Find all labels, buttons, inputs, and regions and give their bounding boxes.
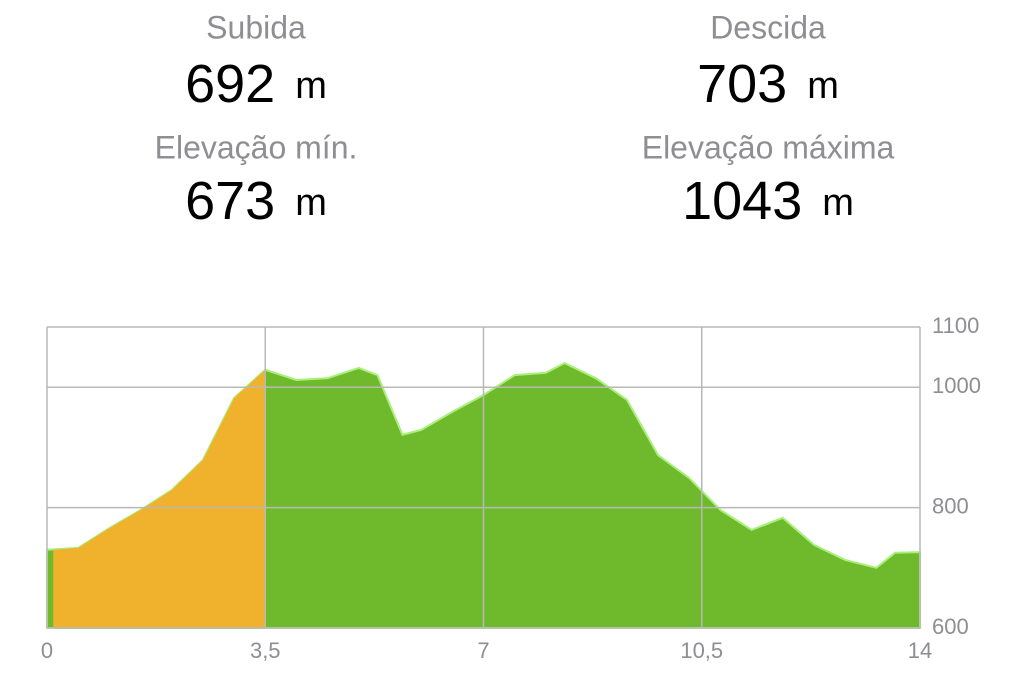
x-tick-label: 10,5 bbox=[680, 638, 723, 663]
y-tick-label: 800 bbox=[932, 493, 969, 518]
y-tick-label: 600 bbox=[932, 614, 969, 639]
stat-number: 1043 bbox=[682, 171, 802, 231]
y-tick-label: 1000 bbox=[932, 373, 981, 398]
stat-value: 692 m bbox=[185, 54, 327, 114]
elevation-area bbox=[53, 369, 266, 628]
y-tick-label: 1100 bbox=[932, 313, 979, 338]
x-tick-label: 3,5 bbox=[250, 638, 281, 663]
stat-number: 673 bbox=[185, 171, 275, 231]
stat-unit: m bbox=[295, 182, 327, 224]
stat-label: Subida bbox=[206, 9, 306, 45]
stat-label: Descida bbox=[710, 9, 826, 45]
stat-unit: m bbox=[807, 65, 839, 107]
x-tick-label: 14 bbox=[908, 638, 932, 663]
stat-value: 703 m bbox=[697, 54, 839, 114]
stat-number: 692 bbox=[185, 54, 275, 114]
stat-label: Elevação máxima bbox=[642, 129, 895, 165]
x-tick-label: 7 bbox=[477, 638, 489, 663]
stat-value: 673 m bbox=[185, 171, 327, 231]
stat-label: Elevação mín. bbox=[155, 129, 358, 165]
stat-value: 1043 m bbox=[682, 171, 854, 231]
stat-unit: m bbox=[295, 65, 327, 107]
x-tick-label: 0 bbox=[41, 638, 53, 663]
stat-number: 703 bbox=[697, 54, 787, 114]
stat-unit: m bbox=[822, 182, 854, 224]
